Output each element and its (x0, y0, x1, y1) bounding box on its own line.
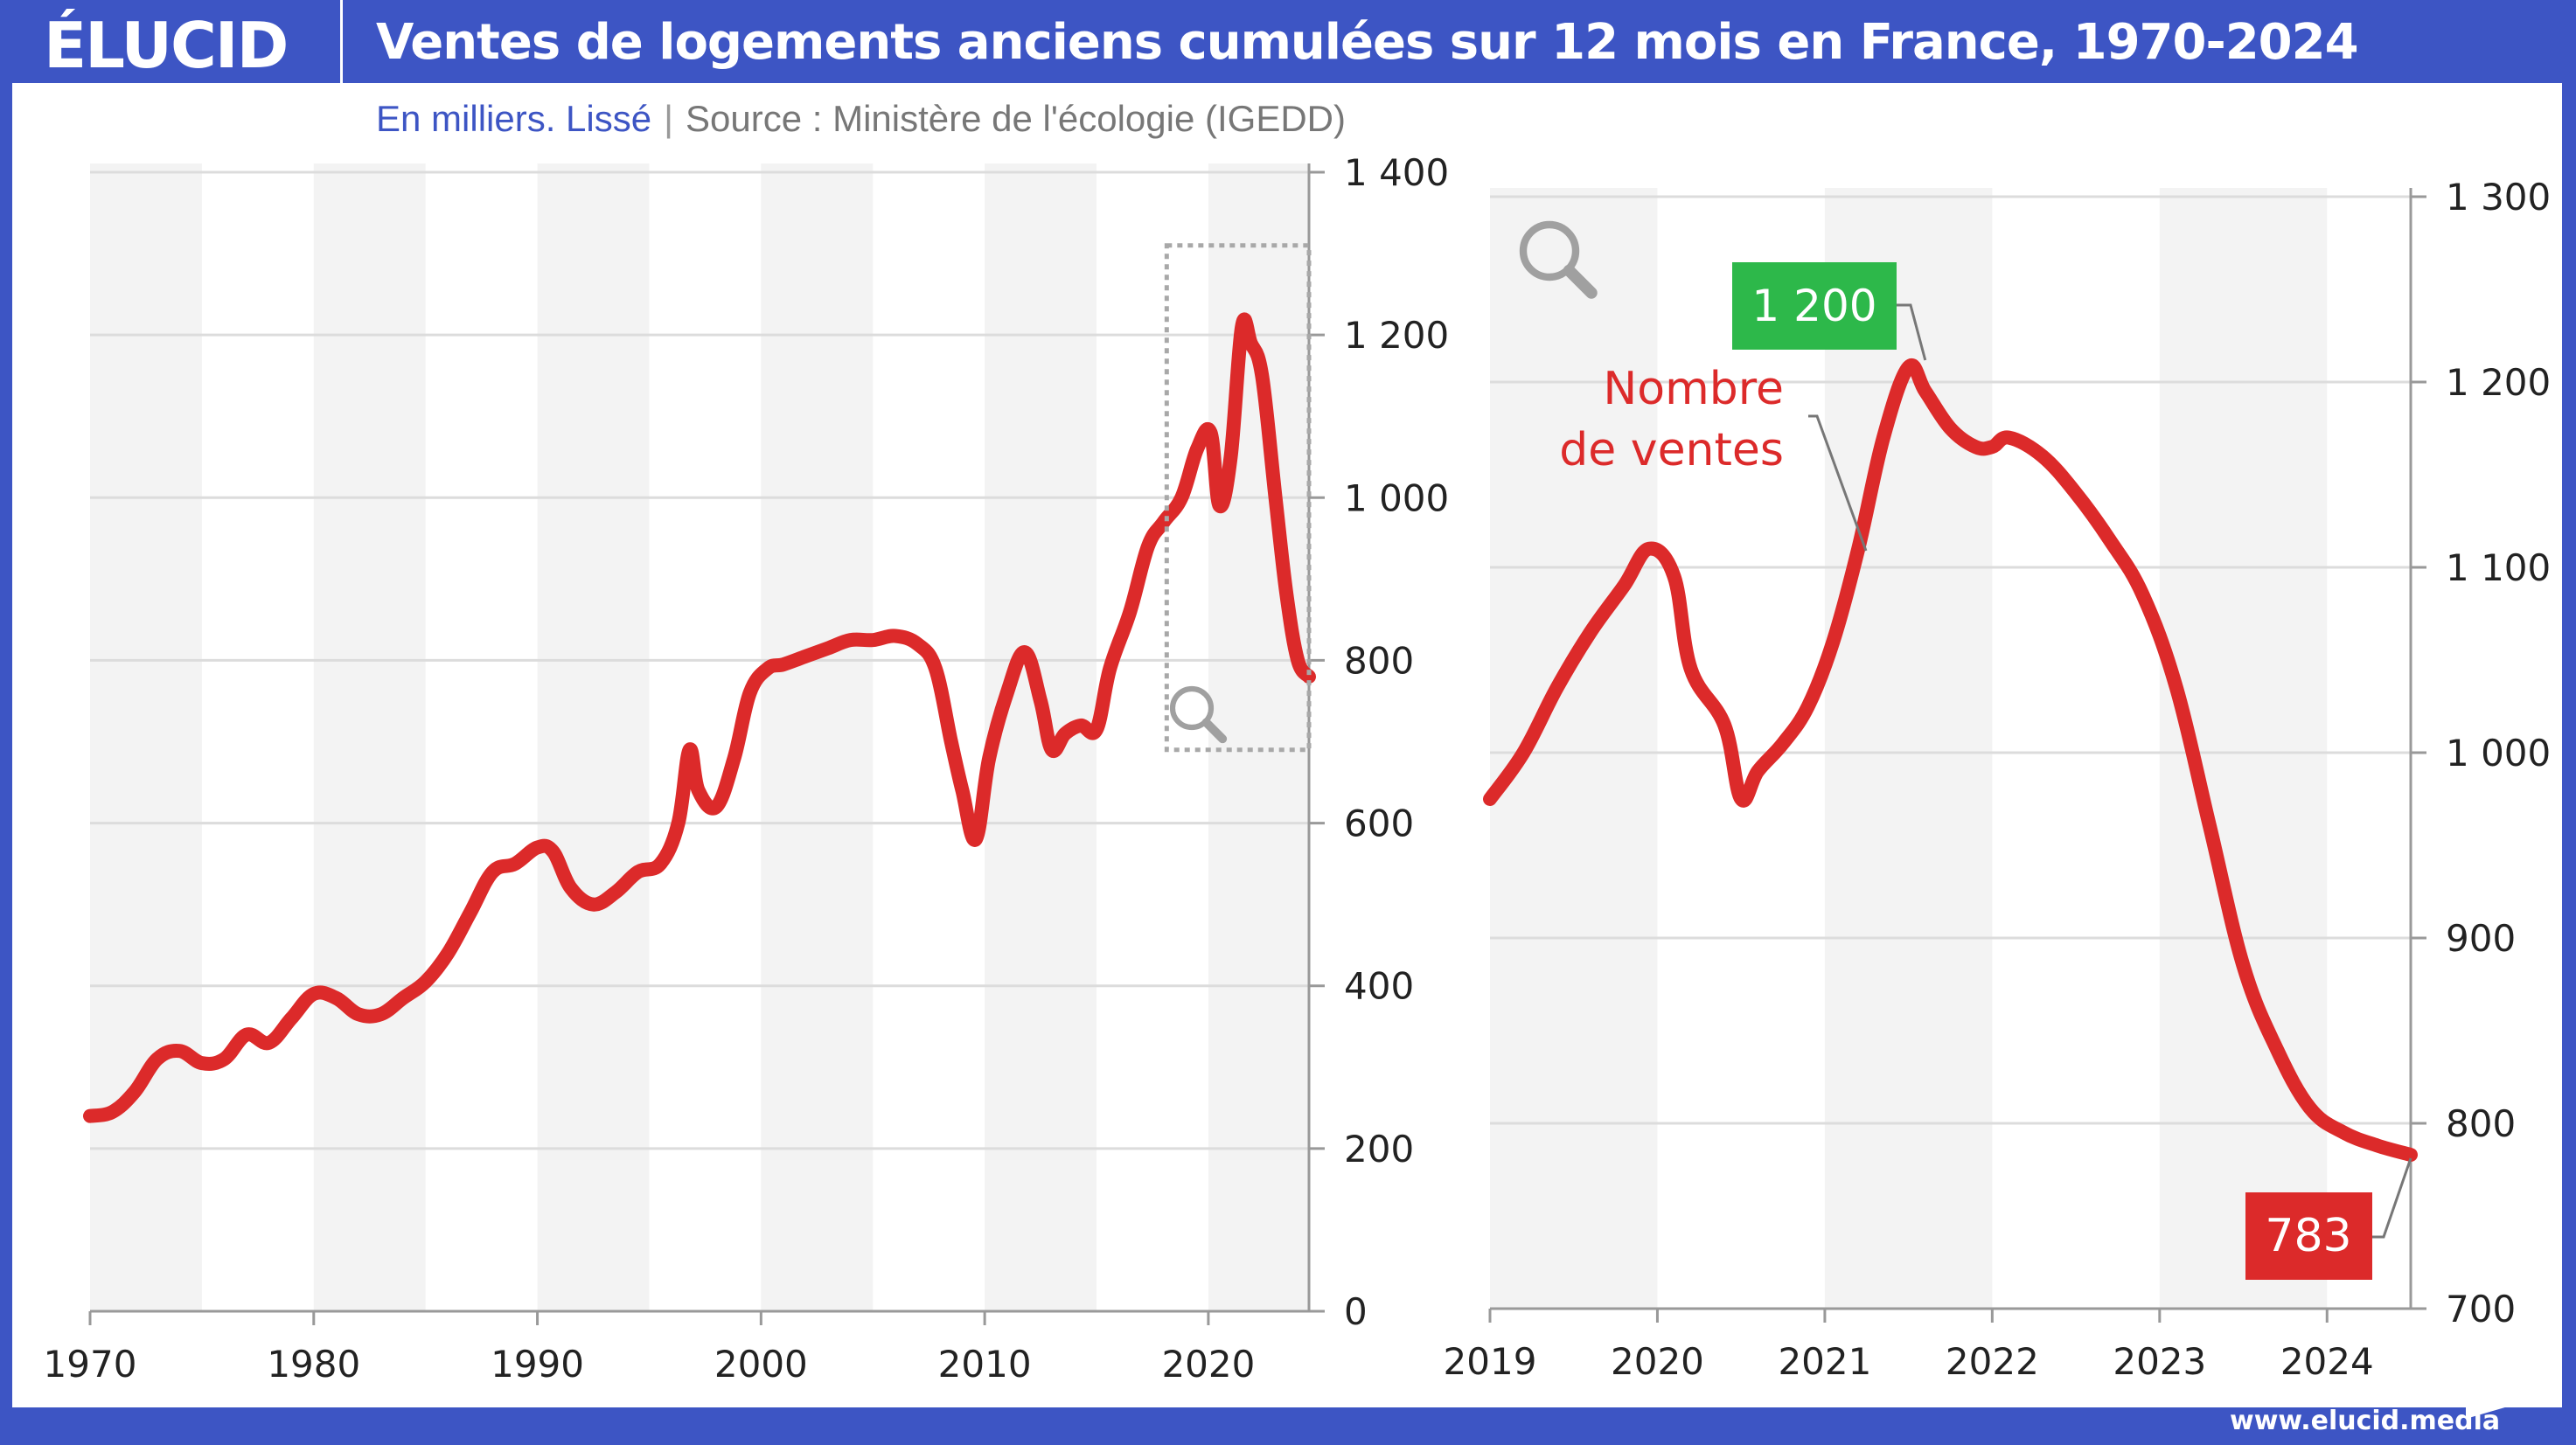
footer-url[interactable]: www.elucid.media (2230, 1406, 2501, 1436)
elucid-logo: ÉLUCID (44, 9, 289, 82)
y-tick-label: 800 (2446, 1102, 2516, 1145)
subtitle: En milliers. Lissé | Source : Ministère de… (376, 98, 1346, 140)
y-tick-label: 800 (1344, 639, 1414, 682)
chart-title: Ventes de logements anciens cumulées sur… (376, 14, 2359, 71)
y-tick-label: 1 000 (2446, 732, 2551, 775)
series-line (83, 312, 1316, 1123)
zoom-magnifier-icon (1169, 685, 1215, 731)
y-tick-label: 1 400 (1344, 151, 1449, 194)
elucid-flag-icon (2466, 1386, 2514, 1419)
series-line (1483, 358, 2418, 1163)
y-tick-label: 0 (1344, 1290, 1368, 1333)
y-tick-label: 1 000 (1344, 476, 1449, 519)
y-tick-label: 200 (1344, 1128, 1414, 1171)
y-tick-label: 1 200 (2446, 361, 2551, 404)
x-tick-label: 1970 (44, 1343, 137, 1386)
unit-note: En milliers. Lissé (376, 98, 652, 139)
y-tick-label: 400 (1344, 965, 1414, 1008)
peak-leader-line (1897, 303, 1927, 361)
background-band (1824, 188, 1993, 1309)
right-chart: 700 800 900 1 000 1 100 1 200 1 300 2019 2020 202… (1444, 176, 2552, 1383)
last-value-label: 783 (2265, 1210, 2351, 1262)
zoom-region-box (1164, 243, 1312, 753)
x-tick-label: 2010 (938, 1343, 1032, 1386)
y-tick-label: 900 (2446, 917, 2516, 960)
x-tick-label: 2020 (1161, 1343, 1255, 1386)
x-tick-label: 1980 (267, 1343, 360, 1386)
x-tick-label: 2023 (2113, 1340, 2206, 1383)
peak-value-badge (1732, 262, 1897, 350)
peak-value-label: 1 200 (1751, 281, 1876, 331)
y-tick-label: 1 300 (2446, 176, 2551, 219)
x-tick-label: 2020 (1611, 1340, 1704, 1383)
y-tick-label: 600 (1344, 802, 1414, 845)
background-band (761, 163, 874, 1311)
left-chart: 0 200 400 600 800 1 000 1 200 1 400 1970 1980 1990… (44, 151, 1450, 1386)
x-tick-label: 2024 (2280, 1340, 2374, 1383)
background-band (313, 163, 426, 1311)
y-tick-label: 1 200 (1344, 314, 1449, 357)
y-tick-label: 700 (2446, 1288, 2516, 1330)
background-band (1490, 188, 1658, 1309)
y-tick-label: 1 100 (2446, 546, 2551, 589)
x-tick-label: 1990 (491, 1343, 584, 1386)
magnifier-icon-handle (1563, 264, 1598, 299)
series-leader-line (1808, 414, 1868, 552)
source-note: Source : Ministère de l'écologie (IGEDD) (686, 98, 1346, 139)
background-band (985, 163, 1097, 1311)
x-tick-label: 2022 (1946, 1340, 2039, 1383)
x-tick-label: 2021 (1778, 1340, 1871, 1383)
last-leader-line (2372, 1157, 2412, 1239)
x-tick-label: 2000 (714, 1343, 808, 1386)
background-band (537, 163, 650, 1311)
last-value-badge (2245, 1192, 2372, 1280)
series-label-line1: Nombre (1603, 363, 1784, 415)
subtitle-separator: | (664, 98, 674, 139)
header-bar: ÉLUCID Ventes de logements anciens cumul… (0, 0, 2576, 83)
zoom-magnifier-icon-handle (1201, 718, 1228, 744)
magnifier-icon (1519, 220, 1580, 281)
x-tick-label: 2019 (1444, 1340, 1537, 1383)
series-label-line2: de ventes (1559, 424, 1784, 476)
header-divider (340, 0, 343, 83)
